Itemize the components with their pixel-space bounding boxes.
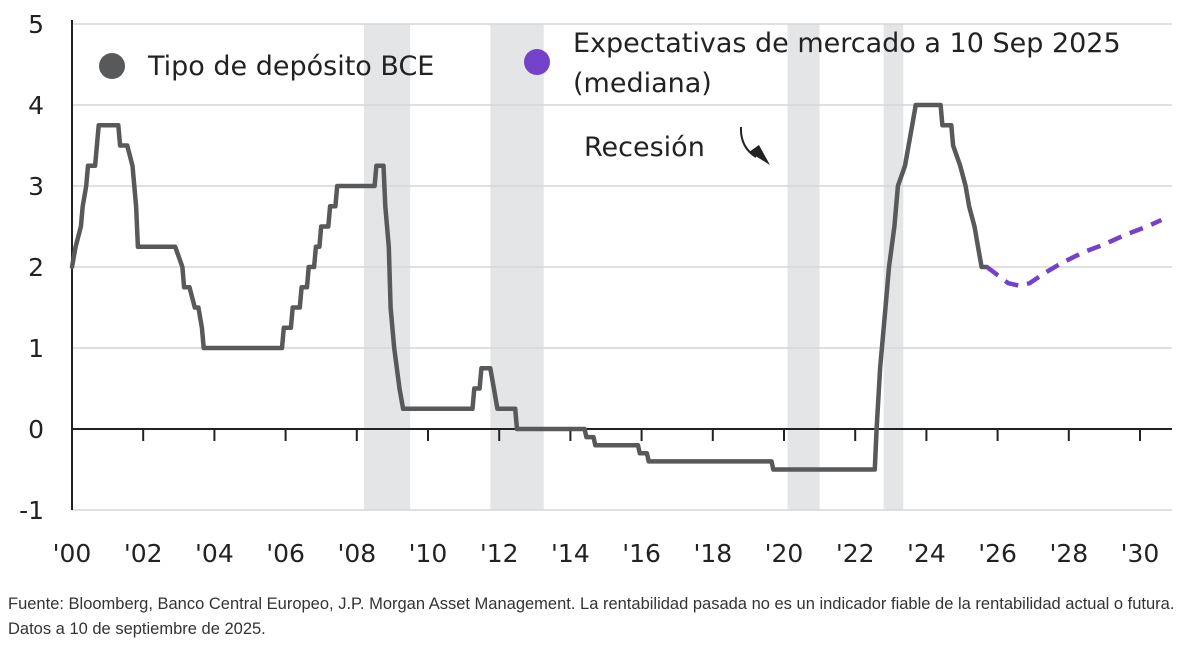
x-tick-label: '10	[409, 539, 448, 568]
y-tick-label: 4	[28, 91, 44, 120]
y-tick-label: 5	[28, 10, 44, 39]
x-tick-label: '16	[622, 539, 661, 568]
x-tick-label: '24	[907, 539, 946, 568]
axes	[71, 20, 1172, 510]
legend: Tipo de depósito BCE Expectativas de mer…	[99, 28, 1121, 99]
y-tick-label: 0	[28, 415, 44, 444]
legend-marker-market-expectations	[524, 49, 550, 75]
legend-label-deposit-rate: Tipo de depósito BCE	[147, 51, 434, 82]
x-tick-label: '14	[551, 539, 590, 568]
recession-annotation: Recesión	[584, 126, 770, 165]
recession-label: Recesión	[584, 132, 705, 163]
x-tick-label: '22	[836, 539, 875, 568]
x-tick-label: '00	[53, 539, 92, 568]
legend-marker-deposit-rate	[99, 53, 125, 79]
tick-labels: -1 0 1 2 3 4 5 '00 '02 '04 '06 '08 '10 '12 '14 '16 '18 '2…	[19, 10, 1159, 568]
chart: -1 0 1 2 3 4 5 '00 '02 '04 '06 '08 '10 '12 '14 '16 '18 '2…	[19, 10, 1172, 568]
y-tick-label: -1	[19, 496, 44, 525]
series-line-market-expectations	[985, 217, 1163, 288]
x-tick-label: '26	[978, 539, 1017, 568]
legend-label-market-expectations-line2: (mediana)	[573, 68, 712, 99]
x-tick-label: '06	[266, 539, 305, 568]
x-tick-label: '12	[480, 539, 519, 568]
recession-arrow-icon	[739, 126, 757, 158]
x-tick-label: '08	[337, 539, 376, 568]
y-tick-label: 2	[28, 253, 44, 282]
x-tick-label: '02	[124, 539, 163, 568]
y-tick-label: 1	[28, 334, 44, 363]
x-tick-label: '28	[1049, 539, 1088, 568]
source-note: Fuente: Bloomberg, Banco Central Europeo…	[8, 595, 1175, 638]
legend-label-market-expectations: Expectativas de mercado a 10 Sep 2025	[573, 28, 1121, 59]
y-tick-label: 3	[28, 172, 44, 201]
x-tick-label: '30	[1121, 539, 1160, 568]
x-tick-label: '04	[195, 539, 234, 568]
x-tick-label: '18	[693, 539, 732, 568]
series-lines	[69, 102, 1163, 472]
series-line-deposit-rate	[69, 102, 990, 472]
arrowhead-icon	[749, 145, 770, 165]
x-tick-label: '20	[765, 539, 804, 568]
